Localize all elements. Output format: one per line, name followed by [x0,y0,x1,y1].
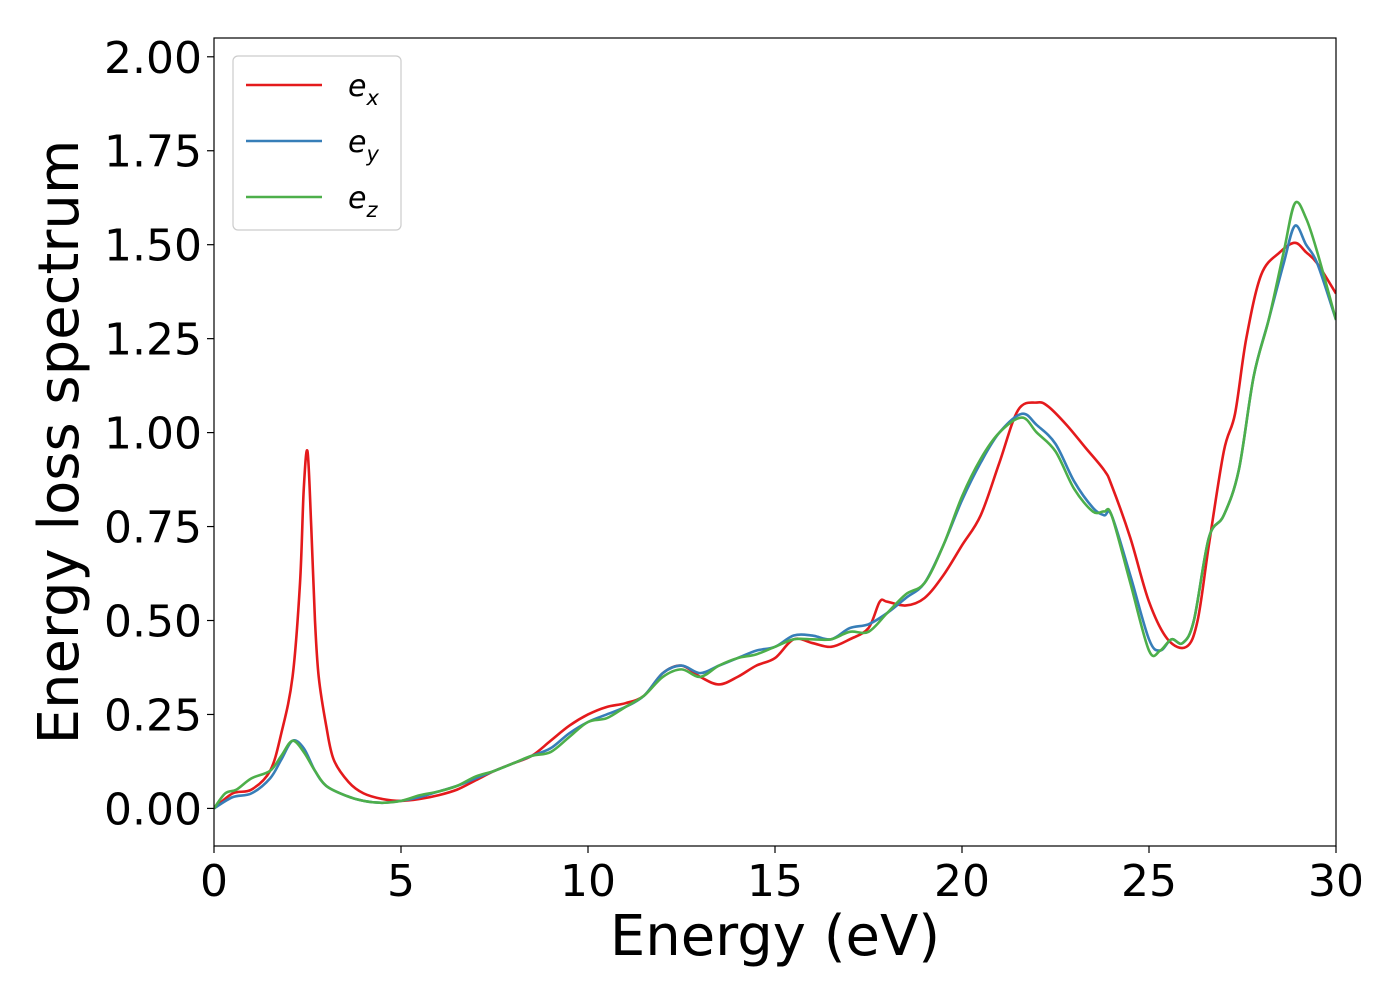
y-tick-label: 1.50 [104,221,202,272]
series-line-z [214,200,1336,810]
y-tick-label: 1.25 [104,315,202,366]
legend-label-base: e [348,69,366,104]
legend-label-base: e [348,125,366,160]
x-tick-label: 30 [1308,856,1364,907]
legend-label-y: ey [348,125,379,166]
x-tick-label: 0 [200,856,228,907]
x-tick-label: 10 [560,856,616,907]
legend-label-z: ez [348,181,378,222]
legend-label-subscript: z [365,198,378,222]
legend-label-base: e [348,181,366,216]
x-axis-title: Energy (eV) [610,904,940,969]
y-tick-label: 1.00 [104,409,202,460]
legend-label-subscript: x [365,86,379,110]
y-tick-label: 0.00 [104,784,202,835]
legend-label-subscript: y [365,142,379,166]
y-tick-label: 0.25 [104,690,202,741]
y-tick-label: 1.75 [104,127,202,178]
series-layer [214,200,1336,810]
legend-label-x: ex [348,69,379,110]
x-tick-label: 25 [1121,856,1177,907]
x-tick-label: 5 [387,856,415,907]
x-axis: 0 5 10 15 20 25 30 [200,846,1364,907]
legend-frame [232,55,402,231]
y-axis: 0.00 0.25 0.50 0.75 1.00 1.25 1.50 1.75 2.00 [104,33,214,835]
y-axis-title: Energy loss spectrum [27,140,92,745]
y-tick-label: 0.75 [104,503,202,554]
x-tick-label: 15 [747,856,803,907]
series-line-x [214,241,1336,810]
y-tick-label: 2.00 [104,33,202,84]
y-tick-label: 0.50 [104,597,202,648]
x-tick-label: 20 [934,856,990,907]
